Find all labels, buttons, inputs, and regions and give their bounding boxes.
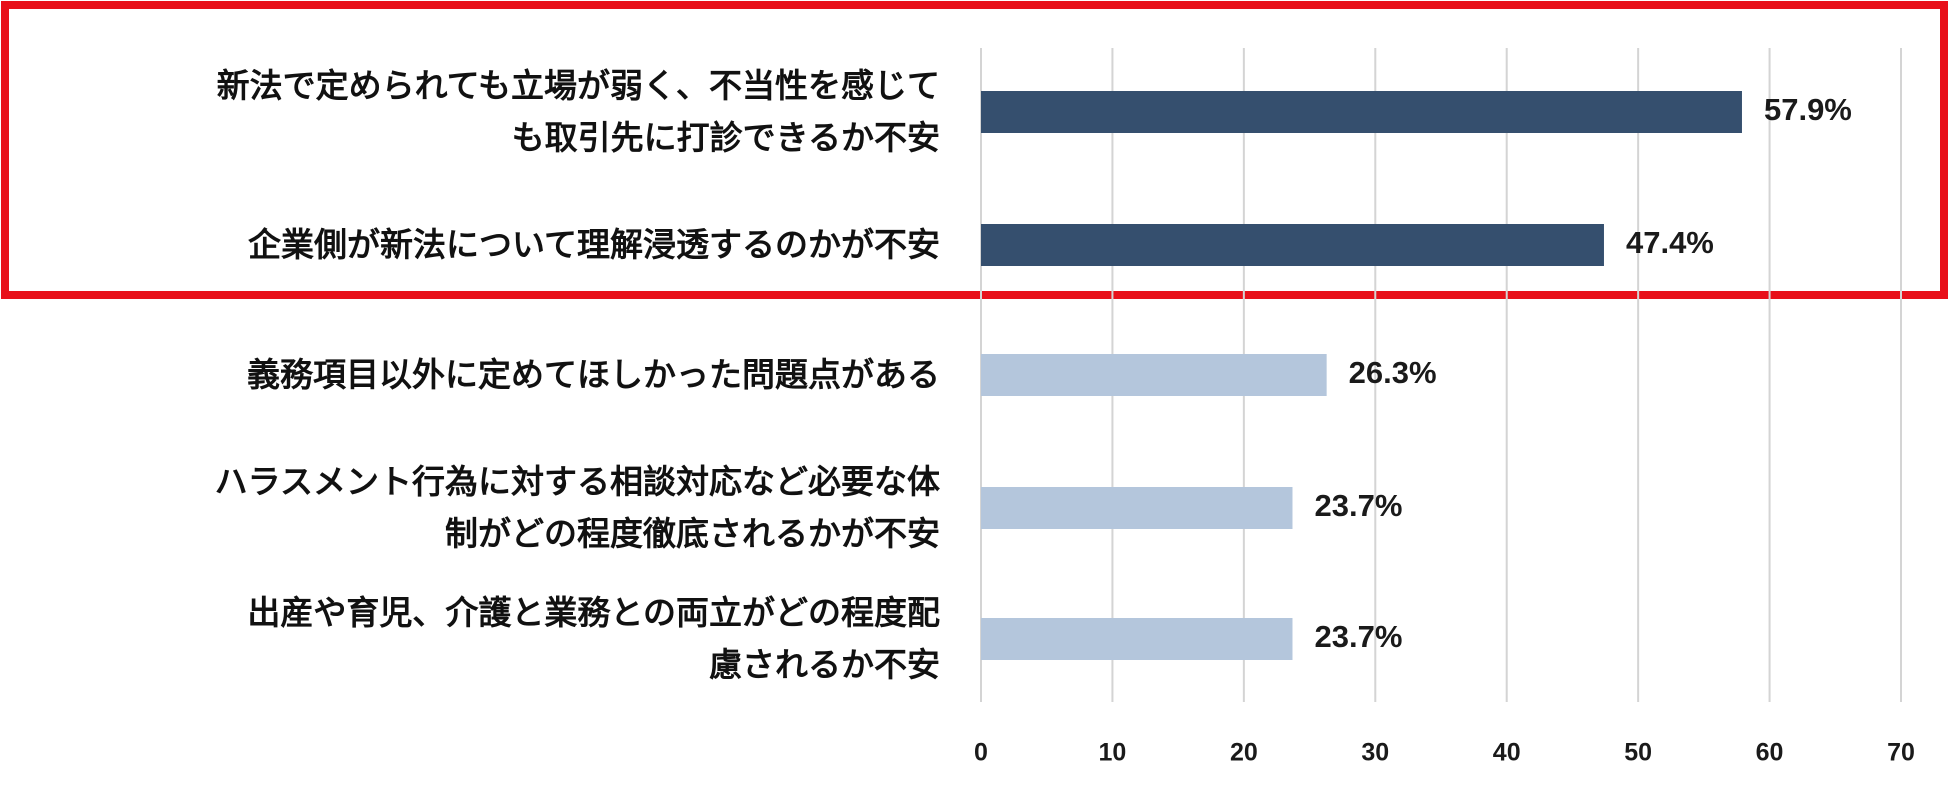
category-label: 企業側が新法について理解浸透するのかが不安 [247,225,940,264]
category-label: 新法で定められても立場が弱く、不当性を感じて も取引先に打診できるか不安 [216,66,940,157]
highlight-box [1,1,1948,299]
x-tick-label: 50 [1624,739,1652,767]
value-label: 26.3% [1349,355,1437,390]
category-label: ハラスメント行為に対する相談対応など必要な体 制がどの程度徹底されるかが不安 [214,462,940,553]
value-label: 23.7% [1314,619,1402,654]
value-label: 23.7% [1314,488,1402,523]
bar [981,354,1327,396]
category-label: 出産や育児、介護と業務との両立がどの程度配 慮されるか不安 [247,593,940,684]
category-label: 義務項目以外に定めてほしかった問題点がある [247,355,940,394]
bar [981,224,1604,266]
x-tick-label: 0 [974,739,988,767]
value-label: 47.4% [1626,225,1714,260]
value-label: 57.9% [1764,92,1852,127]
bar [981,487,1293,529]
x-tick-label: 30 [1361,739,1389,767]
x-tick-label: 20 [1230,739,1258,767]
x-tick-label: 60 [1756,739,1784,767]
bar [981,91,1742,133]
x-tick-label: 70 [1887,739,1915,767]
x-tick-label: 10 [1099,739,1127,767]
bar [981,618,1293,660]
x-tick-label: 40 [1493,739,1521,767]
